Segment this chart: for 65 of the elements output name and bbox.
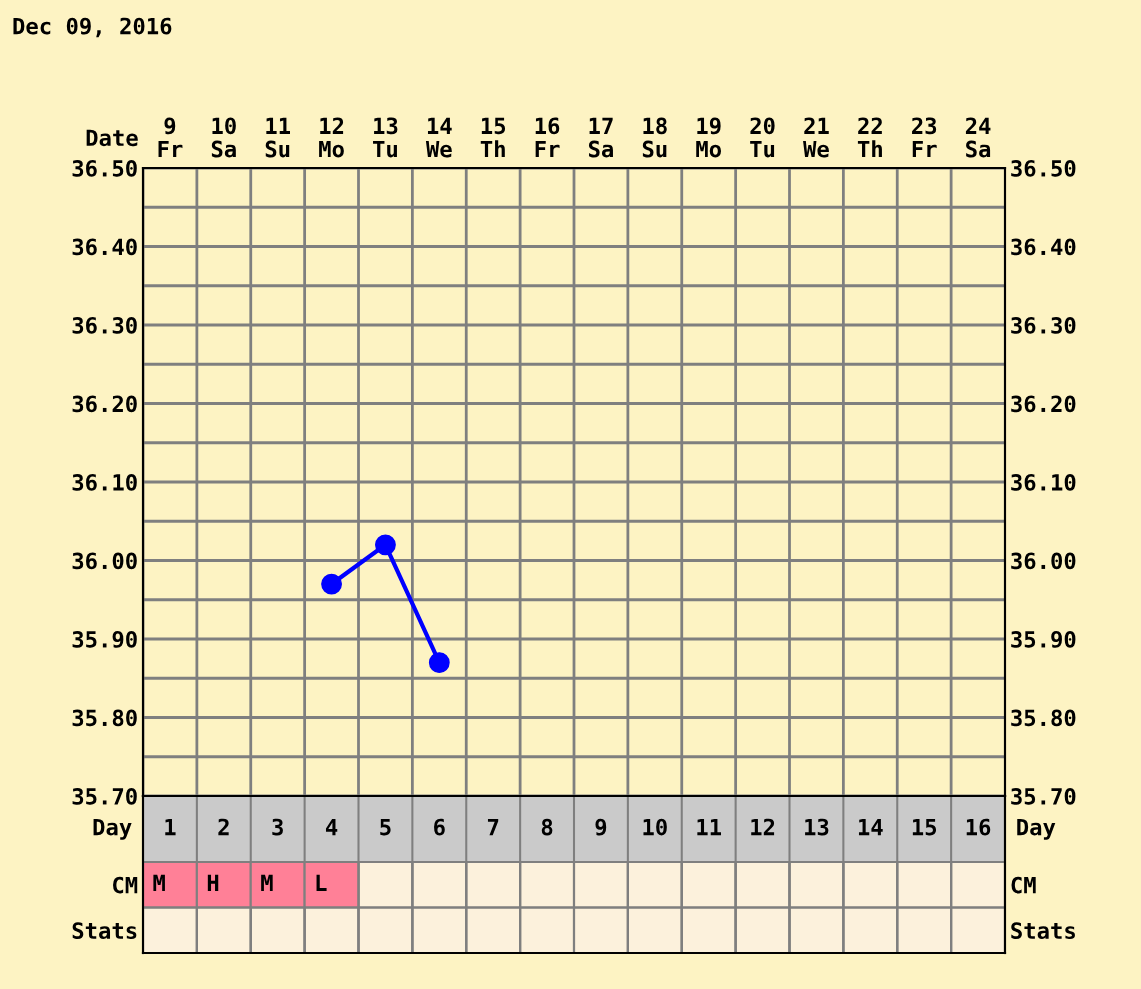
y2-tick-label: 35.80 <box>1011 709 1076 727</box>
x-tick-label: 21 We <box>803 117 829 158</box>
y-tick-label: 36.00 <box>72 552 137 570</box>
x-tick-label: 19 Mo <box>696 117 721 158</box>
point <box>428 652 450 673</box>
x-tick-label: 7 <box>487 818 499 836</box>
x-tick-label: 10 Sa <box>211 117 236 158</box>
x-tick-label: 18 Su <box>642 117 667 158</box>
y-tick-label: 36.40 <box>72 238 137 256</box>
x-tick-label: 23 Fr <box>912 117 937 158</box>
x-tick-label: 9 Fr <box>158 117 183 158</box>
x-tick-label: 11 Su <box>265 117 290 158</box>
x-tick-label: 10 <box>643 818 667 836</box>
x-tick-label: 17 Sa <box>588 117 613 158</box>
x-axis-title: Day <box>93 818 132 840</box>
x-tick-label: 16 <box>966 818 991 836</box>
y2-tick-label: Stats <box>1011 922 1075 940</box>
x-tick-label: 14 We <box>425 117 452 158</box>
y-tick-label: Stats <box>72 922 137 940</box>
y2-tick-label: 36.50 <box>1011 159 1076 177</box>
y2-tick-label: 36.10 <box>1011 473 1076 491</box>
x-tick-label: 12 <box>751 818 775 836</box>
x-axis-title: Date <box>86 129 138 147</box>
x-tick-label: 24 Sa <box>965 117 991 158</box>
y-tick-label: 35.80 <box>72 709 137 727</box>
x-tick-label: 22 Th <box>857 117 882 158</box>
x-tick-label: 6 <box>434 818 445 836</box>
x-tick-label: 13 Tu <box>373 117 398 158</box>
point <box>375 534 396 556</box>
y2-tick-label: 36.20 <box>1011 395 1076 413</box>
x-tick-label: 9 <box>595 818 607 836</box>
x-tick-label: 1 <box>165 818 176 836</box>
point <box>321 573 342 595</box>
y-tick-label: 35.70 <box>72 787 137 805</box>
x-tick-label: 20 Tu <box>750 117 775 158</box>
x-tick-label: 16 Fr <box>535 117 560 158</box>
text: M <box>261 874 273 891</box>
x-tick-label: 14 <box>858 818 883 836</box>
text: L <box>316 874 327 891</box>
x-tick-label: 12 Mo <box>319 117 344 158</box>
text: Day <box>1017 818 1056 840</box>
y2-tick-label: 35.70 <box>1011 787 1076 805</box>
x-tick-label: 3 <box>272 818 283 836</box>
chart-title: Dec 09, 2016 <box>13 17 172 38</box>
y-tick-label: CM <box>113 876 138 894</box>
y2-tick-label: 36.40 <box>1011 238 1076 256</box>
y-tick-label: 36.20 <box>72 395 137 413</box>
text: H <box>207 874 219 891</box>
y2-tick-label: 35.90 <box>1011 630 1076 648</box>
x-tick-label: 8 <box>541 818 553 836</box>
text: M <box>153 874 165 891</box>
x-tick-label: 11 <box>697 818 721 836</box>
y-tick-label: 36.30 <box>72 316 137 334</box>
x-tick-label: 13 <box>805 818 829 836</box>
x-tick-label: 5 <box>380 818 391 836</box>
y2-tick-label: 36.00 <box>1011 552 1076 570</box>
y-tick-label: 36.10 <box>72 473 137 491</box>
x-tick-label: 2 <box>218 818 229 836</box>
y2-tick-label: 36.30 <box>1011 316 1076 334</box>
x-tick-label: 15 Th <box>480 117 506 158</box>
y2-tick-label: CM <box>1011 876 1036 894</box>
x-tick-label: 15 <box>912 818 937 836</box>
y-tick-label: 36.50 <box>72 159 137 177</box>
x-tick-label: 4 <box>325 818 338 836</box>
y-tick-label: 35.90 <box>72 630 137 648</box>
